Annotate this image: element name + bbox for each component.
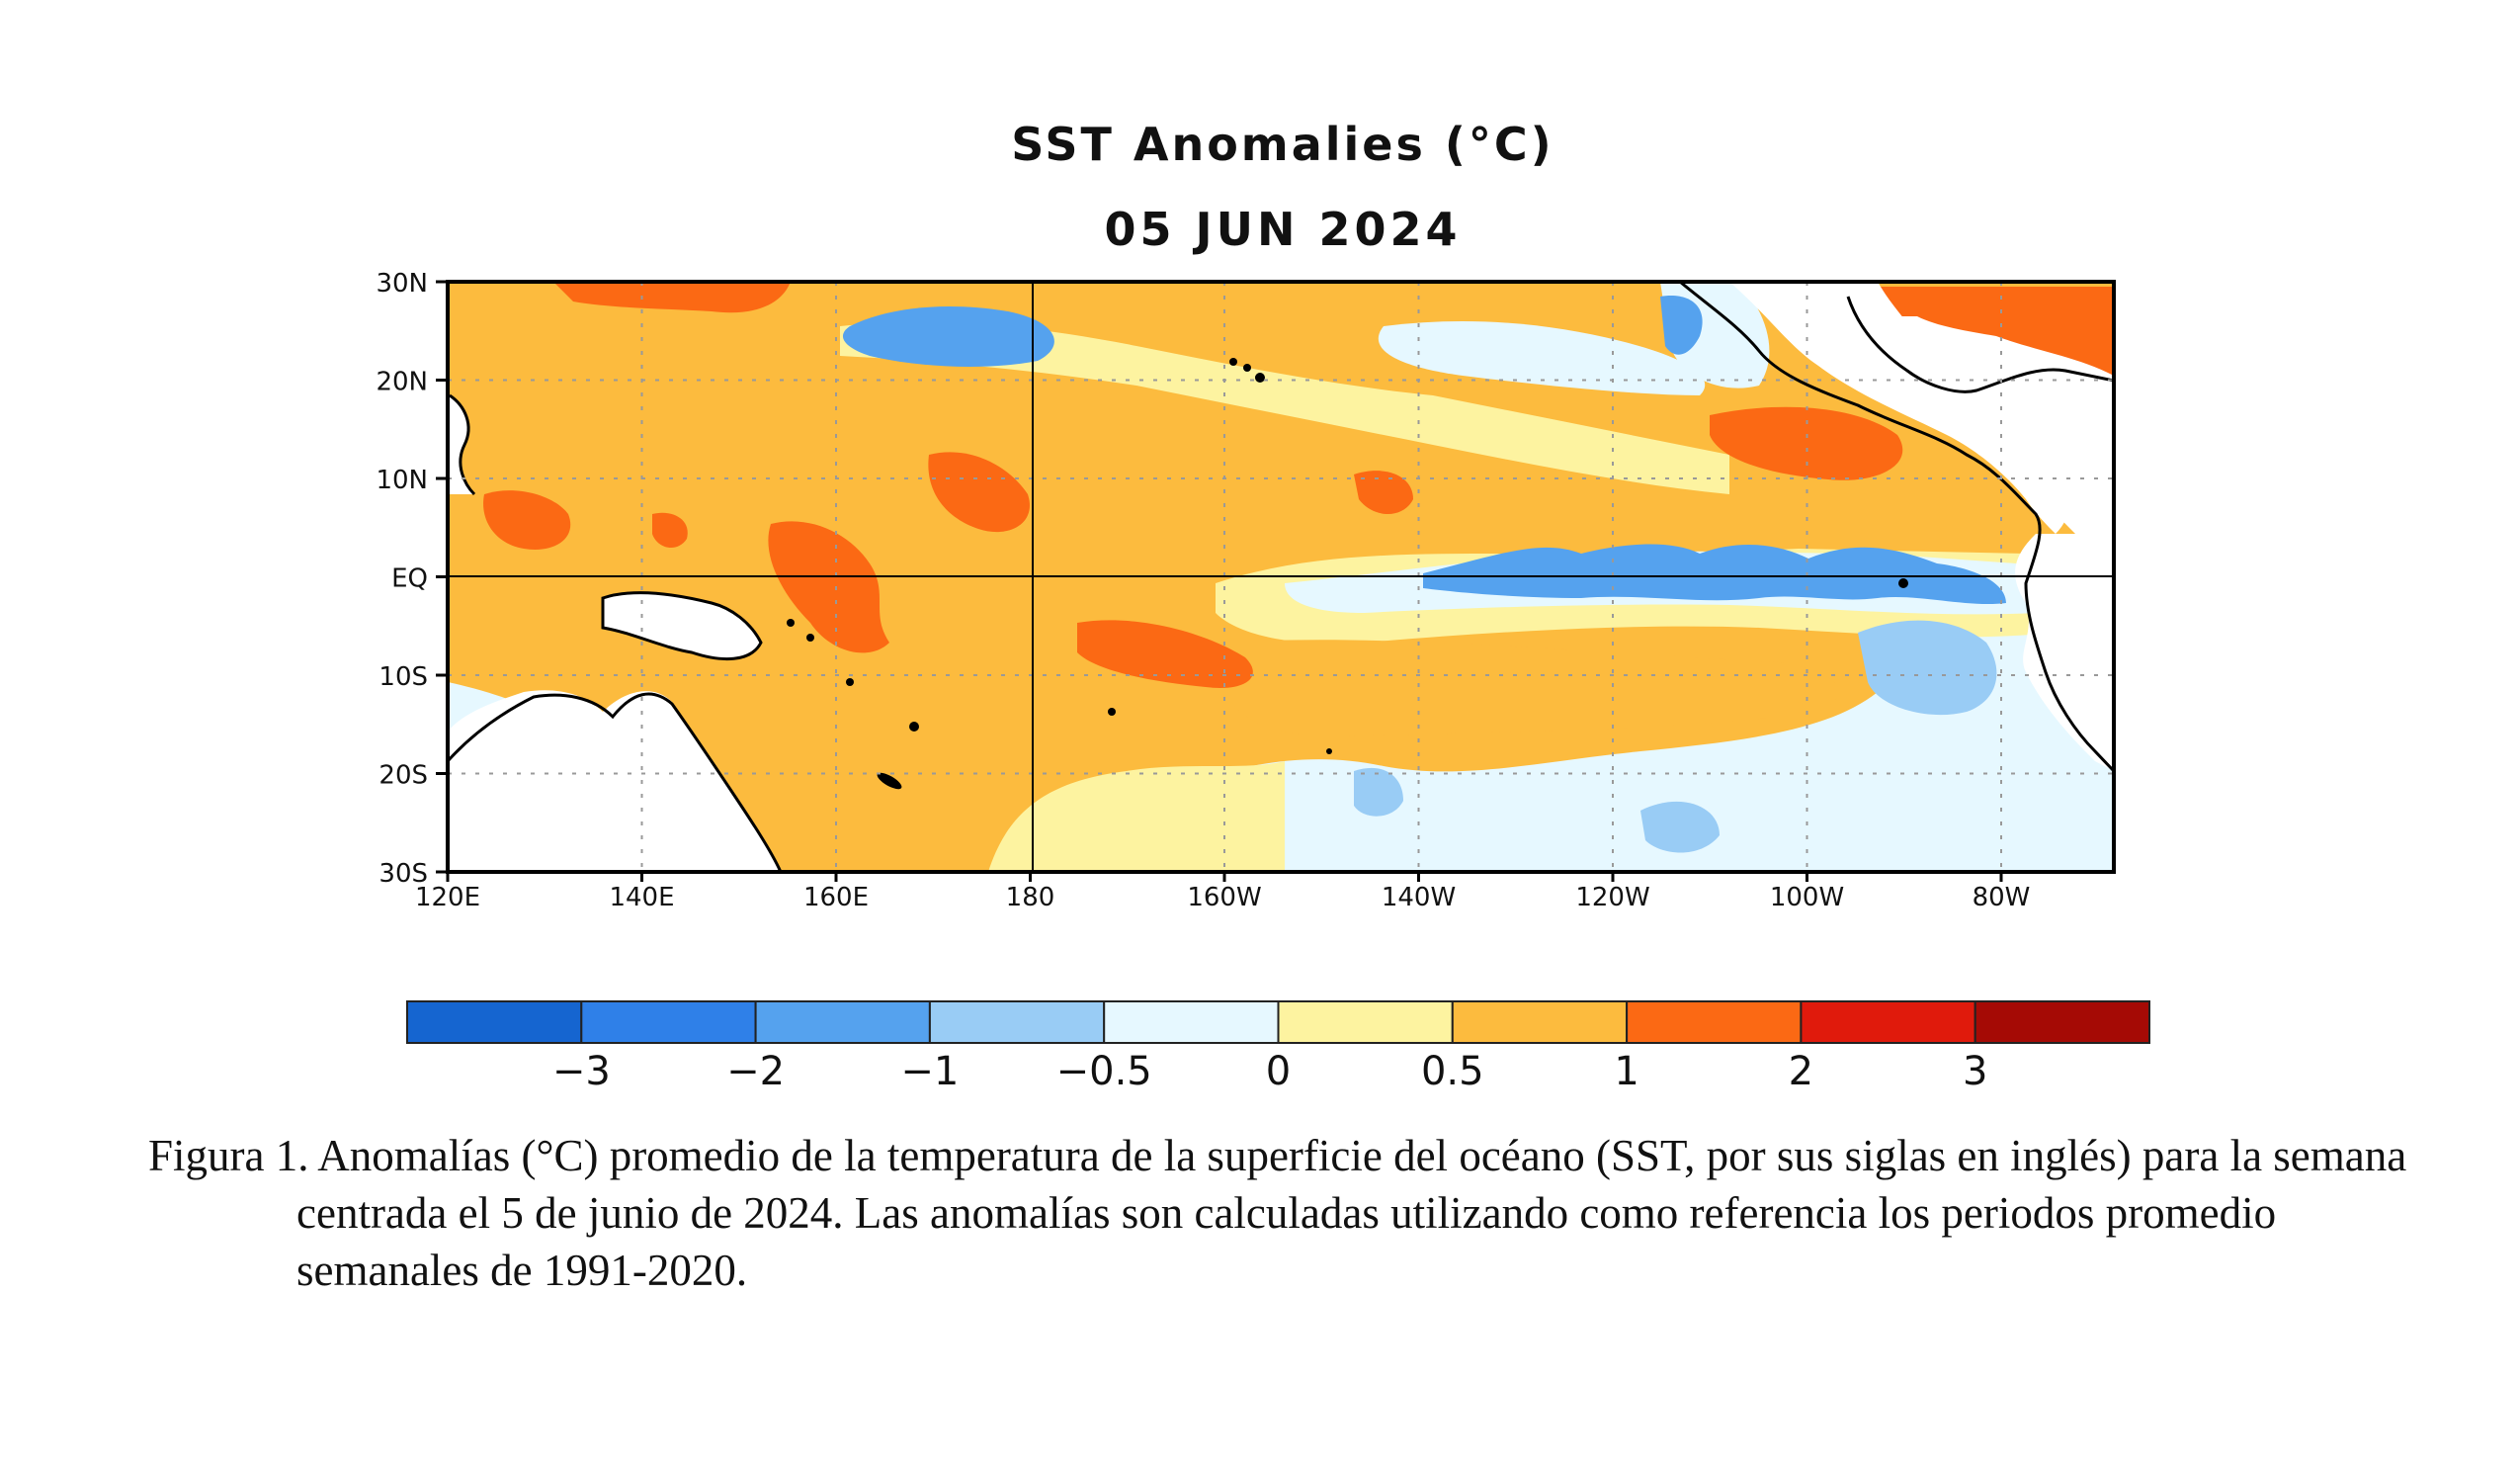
lon-tick-label: 160E bbox=[803, 883, 869, 912]
colorbar-swatch bbox=[580, 1000, 757, 1044]
colorbar-label: −3 bbox=[552, 1049, 611, 1094]
lon-tick-label: 100W bbox=[1770, 883, 1844, 912]
colorbar-swatch bbox=[1974, 1000, 2150, 1044]
region-warm-patch-north-1 bbox=[553, 282, 791, 313]
colorbar-label: 2 bbox=[1789, 1049, 1813, 1094]
colorbar-label: 1 bbox=[1614, 1049, 1638, 1094]
colorbar-swatch bbox=[1103, 1000, 1280, 1044]
colorbar: −3 −2 −1 −0.5 0 0.5 1 2 3 bbox=[406, 1000, 2150, 1094]
region-south-pale-yellow bbox=[988, 761, 1285, 872]
colorbar-label: −1 bbox=[900, 1049, 959, 1094]
island-hawaii-1 bbox=[1229, 358, 1237, 366]
coastlines bbox=[448, 282, 2114, 872]
region-warm-patch-west-2 bbox=[652, 512, 688, 549]
colorbar-label: 0 bbox=[1266, 1049, 1291, 1094]
map-title: SST Anomalies (°C) bbox=[1011, 118, 1554, 171]
lon-tick-label: 120E bbox=[415, 883, 480, 912]
region-warm-patch-central-1 bbox=[928, 452, 1030, 533]
region-north-neutral bbox=[1378, 321, 1706, 395]
island-fiji bbox=[909, 722, 919, 732]
lon-tick-label: 180 bbox=[1006, 883, 1055, 912]
lat-tick-label: EQ bbox=[391, 564, 428, 594]
lon-tick-label: 120W bbox=[1575, 883, 1649, 912]
coastline-gulf bbox=[1846, 296, 2114, 393]
region-northeast-blue bbox=[1660, 296, 1703, 355]
lat-tick-label: 30N bbox=[376, 269, 428, 299]
colorbar-label: 0.5 bbox=[1421, 1049, 1484, 1094]
island-galapagos bbox=[1898, 578, 1908, 588]
map-date: 05 JUN 2024 bbox=[1104, 203, 1461, 256]
lat-tick-label: 10S bbox=[378, 662, 428, 692]
region-equatorial-cold bbox=[1423, 544, 2006, 605]
island-samoa bbox=[1108, 708, 1116, 716]
lat-tick-label: 30S bbox=[378, 859, 428, 889]
region-northwest-blue bbox=[842, 306, 1054, 368]
region-southeast-neutral bbox=[1166, 554, 2114, 872]
land-central-america bbox=[1729, 282, 2070, 534]
latitude-labels: 30N 20N 10N EQ 10S 20S 30S bbox=[376, 269, 448, 889]
land-australia bbox=[448, 690, 781, 872]
islands bbox=[787, 358, 1908, 790]
island-hawaii-2 bbox=[1243, 364, 1251, 372]
colorbar-swatch bbox=[928, 1000, 1106, 1044]
land-philippines bbox=[448, 395, 474, 494]
region-southeast-cold-patch bbox=[1858, 620, 1997, 716]
island-hawaii-3 bbox=[1255, 373, 1265, 383]
coastline-australia bbox=[448, 692, 783, 872]
region-warm-patch-dateline bbox=[768, 521, 889, 653]
lon-tick-label: 140W bbox=[1382, 883, 1456, 912]
region-north-pale bbox=[840, 322, 1729, 494]
island-solomons-2 bbox=[806, 634, 814, 642]
grid-lines bbox=[448, 282, 2114, 872]
colorbar-swatch bbox=[406, 1000, 583, 1044]
region-warm-patch-east-1 bbox=[1710, 406, 1903, 480]
coastline-philippines bbox=[449, 393, 476, 496]
region-south-blue-patch-1 bbox=[1354, 767, 1403, 817]
island-tahiti bbox=[1326, 748, 1332, 754]
longitude-labels: 120E 140E 160E 180 160W 140W 120W 100W 80W bbox=[415, 872, 2030, 912]
colorbar-label: −0.5 bbox=[1056, 1049, 1152, 1094]
region-south-central-orange bbox=[1225, 640, 1839, 737]
land-south-america bbox=[2015, 534, 2114, 771]
region-south-blue-patch-2 bbox=[1640, 801, 1720, 853]
colorbar-swatch bbox=[754, 1000, 931, 1044]
caption-text: Figura 1. Anomalías (°C) promedio de la … bbox=[148, 1131, 2407, 1295]
island-solomons-1 bbox=[787, 619, 795, 627]
coastline-new-guinea bbox=[601, 591, 763, 661]
figure-caption: Figura 1. Anomalías (°C) promedio de la … bbox=[148, 1127, 2421, 1299]
island-vanuatu bbox=[846, 678, 854, 686]
region-warm-patch-west bbox=[483, 490, 571, 550]
lon-tick-label: 80W bbox=[1973, 883, 2031, 912]
colorbar-swatch bbox=[1451, 1000, 1629, 1044]
colorbar-label: 3 bbox=[1963, 1049, 1987, 1094]
colorbar-swatch bbox=[1800, 1000, 1976, 1044]
colorbar-swatch bbox=[1277, 1000, 1454, 1044]
region-warm-patch-central-2 bbox=[1077, 620, 1253, 688]
colorbar-label: −2 bbox=[726, 1049, 785, 1094]
land-new-guinea bbox=[603, 592, 761, 659]
coastline-americas bbox=[1679, 282, 2114, 773]
island-new-caledonia bbox=[877, 772, 902, 790]
region-warm-patch-east-2 bbox=[1354, 471, 1413, 514]
colorbar-swatch bbox=[1626, 1000, 1803, 1044]
land-north-america bbox=[1680, 282, 2114, 534]
lat-tick-label: 10N bbox=[376, 466, 428, 495]
lat-tick-label: 20N bbox=[376, 368, 428, 397]
lat-tick-label: 20S bbox=[378, 761, 428, 791]
lon-tick-label: 140E bbox=[609, 883, 674, 912]
lon-tick-label: 160W bbox=[1187, 883, 1261, 912]
